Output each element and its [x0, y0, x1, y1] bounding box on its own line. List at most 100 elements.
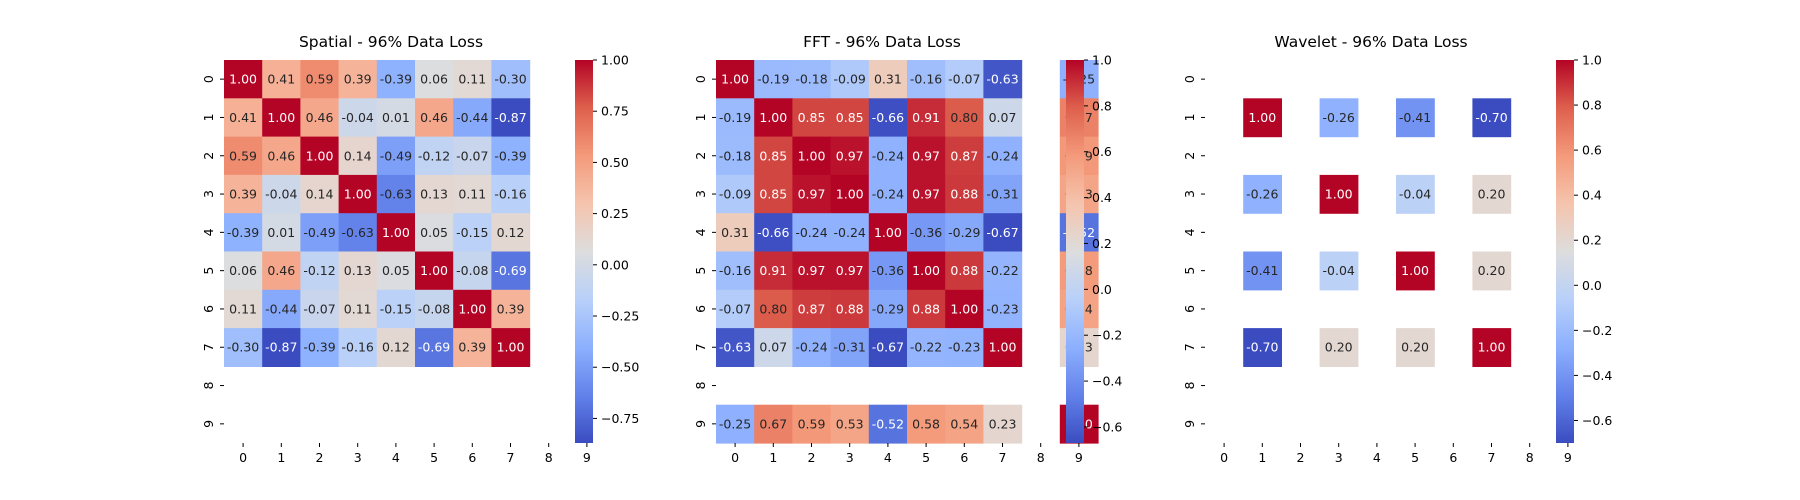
heatmap-cell	[868, 213, 908, 253]
heatmap-cell	[224, 328, 263, 367]
heatmap-cell	[1472, 251, 1512, 291]
heatmap-cell	[453, 213, 492, 253]
heatmap-panel-spatial: Spatial - 96% Data Loss 1.00 0.41 0.59 0.39…	[201, 33, 639, 465]
cell-value-label: 1.00	[759, 110, 787, 125]
cell-value-label: 0.13	[420, 187, 448, 202]
cell-value-label: -0.36	[910, 225, 942, 240]
y-tick-label: 7	[693, 343, 708, 351]
cell-value-label: 0.97	[798, 187, 826, 202]
cell-value-label: 1.00	[497, 340, 525, 355]
cell-value-label: 0.13	[344, 263, 372, 278]
heatmap-cell	[907, 213, 946, 253]
heatmap-cell	[262, 60, 301, 99]
heatmap-cell	[415, 136, 454, 176]
cell-value-label: -0.08	[418, 301, 450, 316]
heatmap-cell	[983, 251, 1023, 291]
cell-value-label: 1.00	[1478, 340, 1506, 355]
heatmap-cell	[983, 328, 1023, 367]
cell-value-label: -0.30	[227, 340, 259, 355]
x-tick-label: 2	[808, 450, 816, 465]
cell-value-label: 0.87	[798, 301, 826, 316]
cell-value-label: 1.00	[950, 301, 978, 316]
colorbar: 1.0 0.8 0.6 0.4 0.2 0.0 −0.2 −0.4 −0.6	[1556, 53, 1612, 443]
cell-value-label: 0.97	[836, 263, 864, 278]
heatmap-cell	[453, 289, 492, 329]
cell-value-label: 0.97	[912, 148, 940, 163]
cell-value-label: 0.46	[420, 110, 448, 125]
y-tick-label: 5	[201, 267, 216, 275]
cell-value-label: 1.00	[836, 187, 864, 202]
heatmap-cell	[983, 98, 1023, 138]
heatmap-cell	[415, 98, 454, 138]
heatmap-cell	[338, 98, 378, 138]
cell-value-label: 0.39	[229, 187, 257, 202]
heatmap-cell	[338, 328, 378, 367]
y-tick-label: 2	[693, 152, 708, 160]
heatmap-cell	[792, 60, 832, 99]
cell-value-label: -0.16	[910, 72, 942, 87]
heatmap-cell	[453, 251, 492, 291]
heatmap-cell	[830, 213, 870, 253]
cell-value-label: -0.23	[948, 340, 980, 355]
cell-value-label: 0.88	[912, 301, 940, 316]
cell-value-label: 0.39	[497, 301, 525, 316]
cell-value-label: -0.39	[303, 340, 335, 355]
heatmap-cell	[907, 404, 946, 444]
y-tick-label: 1	[693, 113, 708, 121]
heatmap-cell	[907, 60, 946, 99]
heatmap-cell	[1472, 174, 1512, 214]
heatmap-cell	[983, 404, 1023, 444]
cell-value-label: -0.07	[948, 72, 980, 87]
x-tick-label: 4	[1373, 450, 1381, 465]
cell-value-label: 0.97	[836, 148, 864, 163]
cell-value-label: 0.41	[229, 110, 257, 125]
x-tick-label: 1	[277, 450, 285, 465]
cell-value-label: -0.04	[1323, 263, 1355, 278]
cell-value-label: -0.63	[380, 187, 412, 202]
x-axis-ticks: 0 1 2 3 4 5 6 7 8 9	[239, 443, 591, 465]
y-tick-label: 3	[1182, 190, 1197, 198]
colorbar-tick-label: 0.4	[1092, 190, 1112, 205]
heatmap-cell	[262, 328, 301, 367]
cell-value-label: 1.00	[1325, 187, 1353, 202]
cell-value-label: -0.24	[872, 187, 904, 202]
heatmap-cell	[754, 60, 793, 99]
heatmap-cell	[868, 60, 908, 99]
heatmap-cell	[376, 251, 416, 291]
heatmap-cell	[262, 289, 301, 329]
heatmap-cell	[792, 251, 832, 291]
heatmap-cell	[792, 328, 832, 367]
heatmap-cell	[945, 60, 984, 99]
heatmap-cell	[224, 98, 263, 138]
x-tick-label: 2	[316, 450, 324, 465]
cell-value-label: -0.67	[872, 340, 904, 355]
x-tick-label: 9	[1564, 450, 1572, 465]
heatmap-cell	[338, 213, 378, 253]
y-tick-label: 9	[1182, 420, 1197, 428]
cell-value-label: 0.20	[1401, 340, 1429, 355]
cell-value-label: -0.19	[757, 72, 789, 87]
cell-value-label: -0.16	[342, 340, 374, 355]
cell-value-label: 0.31	[874, 72, 902, 87]
colorbar-tick-label: 0.25	[601, 206, 629, 221]
y-tick-label: 6	[1182, 305, 1197, 313]
heatmap-cell	[945, 328, 984, 367]
cell-value-label: -0.04	[1399, 187, 1431, 202]
cell-value-label: 0.91	[759, 263, 787, 278]
cell-value-label: -0.12	[303, 263, 335, 278]
heatmap-cell	[415, 251, 454, 291]
cell-value-label: -0.69	[494, 263, 526, 278]
heatmap-cell	[716, 328, 755, 367]
heatmap-cell	[983, 60, 1023, 99]
heatmap-cell	[415, 289, 454, 329]
heatmap-cell	[491, 251, 531, 291]
heatmap-cell	[716, 251, 755, 291]
heatmap-cell	[453, 328, 492, 367]
cell-value-label: 0.59	[306, 72, 334, 87]
cell-value-label: 1.00	[798, 148, 826, 163]
cell-value-label: 0.07	[759, 340, 787, 355]
heatmap-cell	[868, 136, 908, 176]
heatmap-cell	[945, 174, 984, 214]
heatmap-cell	[907, 251, 946, 291]
